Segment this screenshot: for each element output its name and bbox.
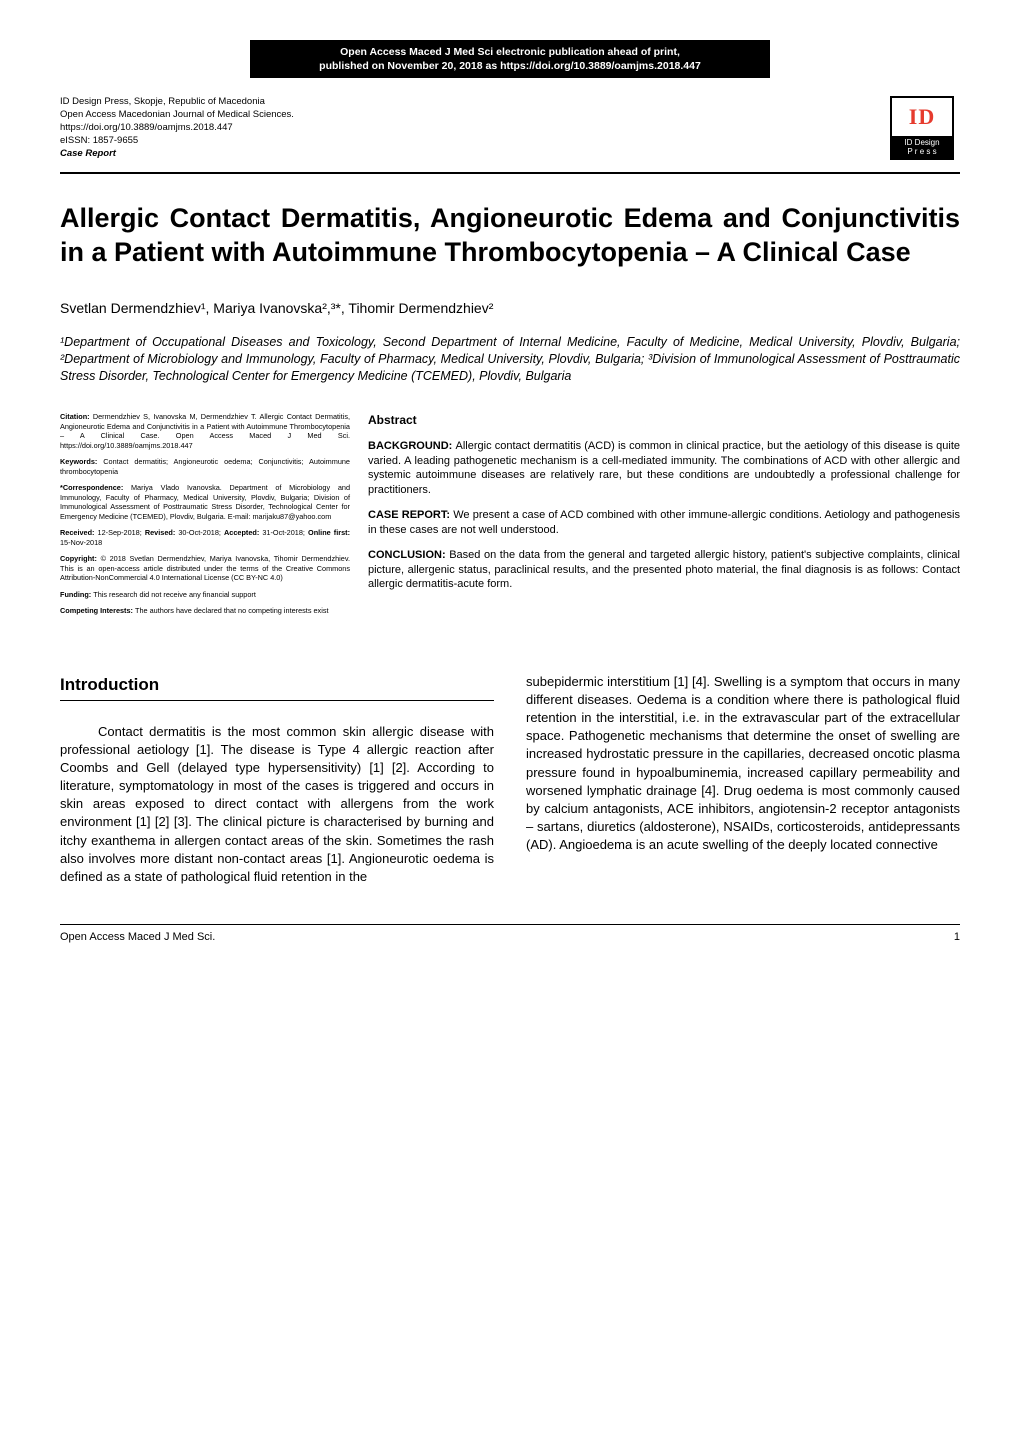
revised-text: 30-Oct-2018; (178, 528, 221, 537)
page-footer: Open Access Maced J Med Sci. 1 (60, 924, 960, 943)
citation-label: Citation: (60, 412, 93, 421)
header: ID Design Press, Skopje, Republic of Mac… (60, 96, 960, 174)
copyright: Copyright: © 2018 Svetlan Dermendzhiev, … (60, 554, 350, 582)
conclusion-label: CONCLUSION: (368, 549, 449, 561)
onlinefirst-text: 15-Nov-2018 (60, 538, 102, 547)
publisher-logo: ID ID Design P r e s s (890, 96, 960, 166)
accepted-label: Accepted: (224, 528, 262, 537)
abstract-case: CASE REPORT: We present a case of ACD co… (368, 508, 960, 538)
conclusion-text: Based on the data from the general and t… (368, 549, 960, 591)
affiliations: ¹Department of Occupational Diseases and… (60, 334, 960, 385)
article-title: Allergic Contact Dermatitis, Angioneurot… (60, 202, 960, 270)
accepted-text: 31-Oct-2018; (262, 528, 308, 537)
logo-id-text: ID (892, 104, 952, 130)
copyright-text: © 2018 Svetlan Dermendzhiev, Mariya Ivan… (60, 554, 350, 582)
logo-box: ID ID Design P r e s s (890, 96, 954, 160)
background-label: BACKGROUND: (368, 440, 456, 452)
body-columns: Introduction Contact dermatitis is the m… (60, 673, 960, 886)
correspondence: *Correspondence: Mariya Vlado Ivanovska.… (60, 483, 350, 521)
logo-bottom2: P r e s s (907, 147, 936, 156)
pub-line2: Open Access Macedonian Journal of Medica… (60, 109, 294, 120)
revised-label: Revised: (145, 528, 178, 537)
footer-left: Open Access Maced J Med Sci. (60, 931, 215, 943)
banner-line2: published on November 20, 2018 as https:… (319, 60, 701, 72)
abstract-heading: Abstract (368, 412, 960, 428)
onlinefirst-label: Online first: (308, 528, 350, 537)
article-metadata: Citation: Dermendzhiev S, Ivanovska M, D… (60, 412, 350, 622)
logo-bottom1: ID Design (904, 138, 939, 147)
abstract-background: BACKGROUND: Allergic contact dermatitis … (368, 439, 960, 498)
logo-bottom: ID Design P r e s s (892, 136, 952, 158)
background-text: Allergic contact dermatitis (ACD) is com… (368, 440, 960, 497)
intro-col2-text: subepidermic interstitium [1] [4]. Swell… (526, 673, 960, 855)
page: Open Access Maced J Med Sci electronic p… (0, 0, 1020, 978)
copyright-label: Copyright: (60, 554, 101, 563)
keywords-text: Contact dermatitis; Angioneurotic oedema… (60, 457, 350, 475)
banner-line1: Open Access Maced J Med Sci electronic p… (340, 46, 680, 58)
funding: Funding: This research did not receive a… (60, 590, 350, 599)
correspondence-label: *Correspondence: (60, 483, 131, 492)
publication-banner: Open Access Maced J Med Sci electronic p… (250, 40, 770, 78)
intro-rule (60, 700, 494, 701)
pub-line5: Case Report (60, 148, 116, 159)
citation: Citation: Dermendzhiev S, Ivanovska M, D… (60, 412, 350, 450)
intro-heading: Introduction (60, 673, 494, 697)
abstract-conclusion: CONCLUSION: Based on the data from the g… (368, 548, 960, 593)
pub-line4: eISSN: 1857-9655 (60, 135, 138, 146)
case-label: CASE REPORT: (368, 509, 453, 521)
received-label: Received: (60, 528, 98, 537)
footer-page-number: 1 (954, 931, 960, 943)
competing-label: Competing Interests: (60, 606, 135, 615)
column-left: Introduction Contact dermatitis is the m… (60, 673, 494, 886)
funding-text: This research did not receive any financ… (93, 590, 256, 599)
publisher-info: ID Design Press, Skopje, Republic of Mac… (60, 96, 294, 160)
keywords-label: Keywords: (60, 457, 103, 466)
competing-interests: Competing Interests: The authors have de… (60, 606, 350, 615)
abstract: Abstract BACKGROUND: Allergic contact de… (368, 412, 960, 622)
authors: Svetlan Dermendzhiev¹, Mariya Ivanovska²… (60, 300, 960, 316)
abstract-block: Citation: Dermendzhiev S, Ivanovska M, D… (60, 412, 960, 622)
pub-line3: https://doi.org/10.3889/oamjms.2018.447 (60, 122, 233, 133)
case-text: We present a case of ACD combined with o… (368, 509, 960, 536)
competing-text: The authors have declared that no compet… (135, 606, 328, 615)
keywords: Keywords: Contact dermatitis; Angioneuro… (60, 457, 350, 476)
dates: Received: 12-Sep-2018; Revised: 30-Oct-2… (60, 528, 350, 547)
pub-line1: ID Design Press, Skopje, Republic of Mac… (60, 96, 265, 107)
received-text: 12-Sep-2018; (98, 528, 142, 537)
citation-text: Dermendzhiev S, Ivanovska M, Dermendzhie… (60, 412, 350, 449)
intro-col1-text: Contact dermatitis is the most common sk… (60, 723, 494, 887)
column-right: subepidermic interstitium [1] [4]. Swell… (526, 673, 960, 886)
funding-label: Funding: (60, 590, 93, 599)
